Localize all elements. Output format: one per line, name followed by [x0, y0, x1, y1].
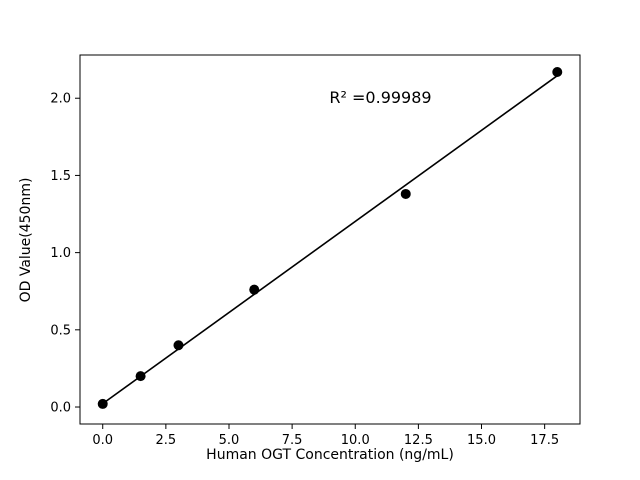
data-point — [97, 398, 108, 409]
plot-frame — [79, 54, 581, 425]
plot-area: 0.0 2.5 5.0 7.5 10.0 12.5 15.0 17.5 0.0 0.5 1.0 1.5… — [50, 54, 581, 448]
y-axis-label: OD Value(450nm) — [18, 178, 34, 303]
y-tick-label: 1.5 — [50, 169, 71, 184]
y-tick-label: 0.5 — [50, 323, 71, 338]
data-point — [173, 340, 184, 351]
y-tick-label: 0.0 — [50, 401, 71, 416]
data-point — [135, 371, 146, 382]
x-tick-label: 12.5 — [404, 433, 433, 448]
y-tick-label: 2.0 — [50, 92, 71, 107]
x-tick-label: 15.0 — [467, 433, 496, 448]
x-tick-label: 0.0 — [92, 433, 113, 448]
r-squared-annotation: R² =0.99989 — [329, 88, 431, 107]
x-tick-label: 17.5 — [530, 433, 559, 448]
data-point — [400, 188, 411, 199]
x-tick-label: 2.5 — [156, 433, 177, 448]
x-tick-label: 10.0 — [341, 433, 370, 448]
y-tick-label: 1.0 — [50, 246, 71, 261]
x-tick-label: 7.5 — [282, 433, 303, 448]
x-axis-label: Human OGT Concentration (ng/mL) — [206, 447, 454, 463]
data-point — [552, 66, 563, 77]
data-point — [249, 284, 260, 295]
x-tick-label: 5.0 — [219, 433, 240, 448]
fit-line — [102, 75, 558, 405]
